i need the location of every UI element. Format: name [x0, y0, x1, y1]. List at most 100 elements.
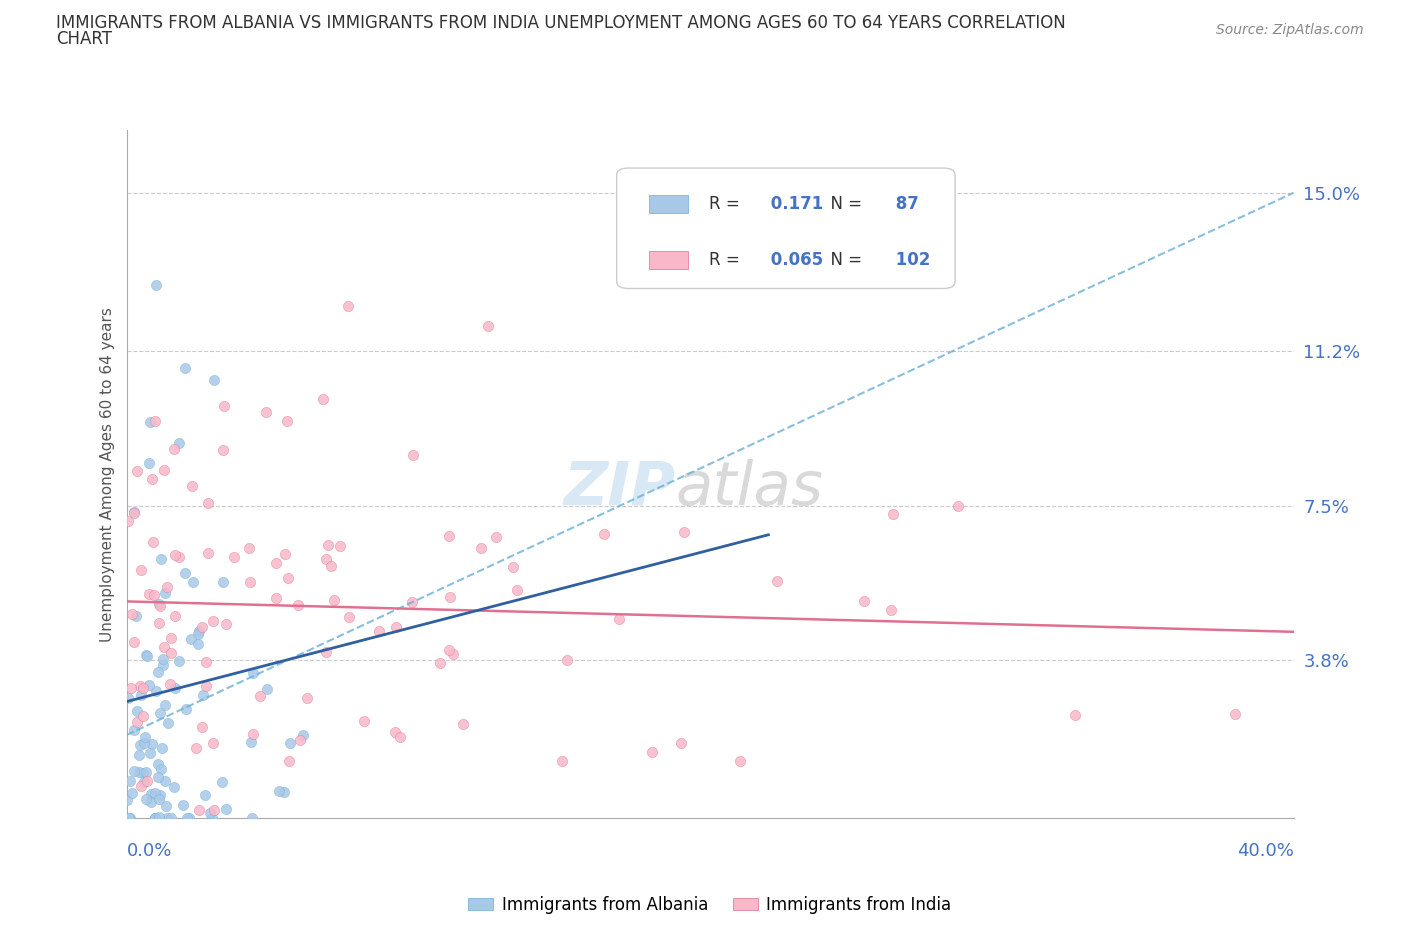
Point [439, 528, 461, 543]
Point [125, 704, 148, 719]
Point [322, 592, 344, 607]
Point [593, 526, 616, 541]
Point [273, 785, 295, 800]
Point [141, 737, 163, 751]
Point [125, 464, 148, 479]
Point [155, 774, 177, 789]
Point [437, 643, 460, 658]
Point [165, 609, 187, 624]
FancyBboxPatch shape [650, 251, 688, 269]
Point [1223, 707, 1246, 722]
Point [402, 447, 425, 462]
FancyBboxPatch shape [650, 194, 688, 213]
Point [673, 525, 696, 539]
Point [132, 765, 155, 780]
Point [506, 582, 529, 597]
Point [129, 687, 152, 702]
Point [128, 679, 150, 694]
Point [239, 735, 262, 750]
Point [167, 435, 190, 450]
Text: N =: N = [820, 194, 868, 213]
Point [139, 786, 162, 801]
Point [201, 614, 224, 629]
Point [264, 591, 287, 605]
Point [141, 472, 163, 486]
Point [152, 640, 174, 655]
Point [242, 811, 264, 826]
Point [122, 723, 145, 737]
Point [138, 678, 160, 693]
Point [730, 753, 752, 768]
Point [169, 654, 191, 669]
Point [150, 741, 173, 756]
Point [329, 538, 352, 553]
Point [150, 551, 173, 566]
Point [607, 611, 630, 626]
Point [669, 736, 692, 751]
Point [160, 645, 183, 660]
Point [184, 741, 207, 756]
Point [451, 716, 474, 731]
Text: R =: R = [709, 251, 745, 269]
Point [125, 714, 148, 729]
Point [155, 698, 177, 712]
Legend: Immigrants from Albania, Immigrants from India: Immigrants from Albania, Immigrants from… [461, 889, 959, 920]
Point [201, 811, 224, 826]
Point [135, 764, 157, 779]
Point [470, 541, 492, 556]
Point [315, 644, 337, 659]
Point [439, 589, 461, 604]
Point [173, 565, 195, 580]
Point [120, 811, 142, 826]
Point [129, 563, 152, 578]
Point [122, 634, 145, 649]
Point [187, 803, 209, 817]
Point [115, 792, 138, 807]
Point [146, 757, 169, 772]
Text: 40.0%: 40.0% [1237, 842, 1294, 860]
Point [441, 646, 464, 661]
Point [212, 575, 235, 590]
Point [278, 736, 301, 751]
Point [239, 575, 262, 590]
Point [132, 681, 155, 696]
Point [188, 623, 211, 638]
Point [129, 778, 152, 793]
Point [172, 797, 194, 812]
Point [187, 637, 209, 652]
Point [146, 770, 169, 785]
Point [242, 665, 264, 680]
Point [149, 599, 172, 614]
Point [117, 690, 139, 705]
Point [128, 764, 150, 779]
Point [132, 709, 155, 724]
Point [191, 619, 214, 634]
Point [181, 575, 204, 590]
Point [152, 652, 174, 667]
Point [139, 415, 162, 430]
Point [277, 571, 299, 586]
Point [148, 810, 170, 825]
Point [122, 764, 145, 778]
Point [401, 594, 423, 609]
Point [194, 679, 217, 694]
Point [163, 442, 186, 457]
Point [204, 803, 226, 817]
Point [156, 579, 179, 594]
Point [128, 748, 150, 763]
Text: atlas: atlas [675, 458, 823, 518]
Point [155, 798, 177, 813]
Point [1064, 708, 1087, 723]
Y-axis label: Unemployment Among Ages 60 to 64 years: Unemployment Among Ages 60 to 64 years [100, 307, 115, 642]
Point [212, 443, 235, 458]
Point [853, 594, 876, 609]
Point [176, 811, 198, 826]
Point [254, 405, 277, 419]
Point [186, 627, 208, 642]
Point [367, 623, 389, 638]
Point [152, 463, 174, 478]
Point [149, 706, 172, 721]
Point [120, 773, 142, 788]
Point [148, 791, 170, 806]
Point [120, 681, 142, 696]
